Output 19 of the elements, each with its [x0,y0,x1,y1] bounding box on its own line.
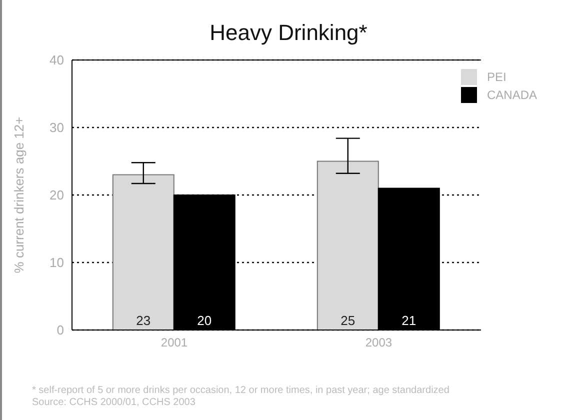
y-tick-label: 0 [56,322,64,338]
legend-label: CANADA [486,88,537,102]
data-label: 21 [402,313,416,328]
y-tick-label: 30 [50,120,64,136]
legend-label: PEI [486,70,506,84]
data-label: 23 [136,313,151,328]
x-tick-label: 2001 [160,336,188,350]
data-label: 20 [197,313,212,328]
source-note: Source: CCHS 2000/01, CCHS 2003 [32,397,196,409]
data-label: 25 [340,313,356,328]
x-tick-label: 2003 [365,336,392,350]
y-axis-title: % current drinkers age 12+ [12,116,27,274]
y-tick-label: 10 [50,255,64,270]
bar [112,174,174,330]
bar [316,160,379,330]
y-tick-label: 40 [50,52,64,68]
chart-title: Heavy Drinking* [208,20,368,46]
text: * self-report of 5 or more drinks per occasion, 12 or more times, in past year; age standardized [32,385,450,397]
y-tick-label: 20 [50,188,64,203]
